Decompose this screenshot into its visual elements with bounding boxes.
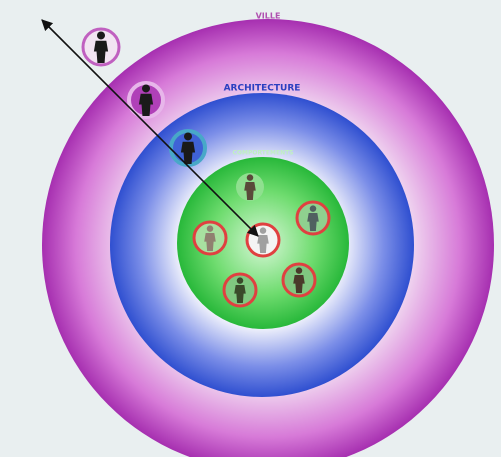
person-inner-3 <box>192 220 228 256</box>
person-architecture <box>169 129 207 167</box>
scale-arrow <box>41 19 259 237</box>
person-inner-1 <box>236 173 264 201</box>
comportements-label: COMPORTEMENTS <box>232 150 293 157</box>
person-inner-5 <box>281 262 317 298</box>
person-outer <box>81 27 121 67</box>
ville-label: VILLE <box>256 12 281 21</box>
architecture-label: ARCHITECTURE <box>224 84 301 94</box>
person-inner-2 <box>295 200 331 236</box>
person-inner-4 <box>222 272 258 308</box>
